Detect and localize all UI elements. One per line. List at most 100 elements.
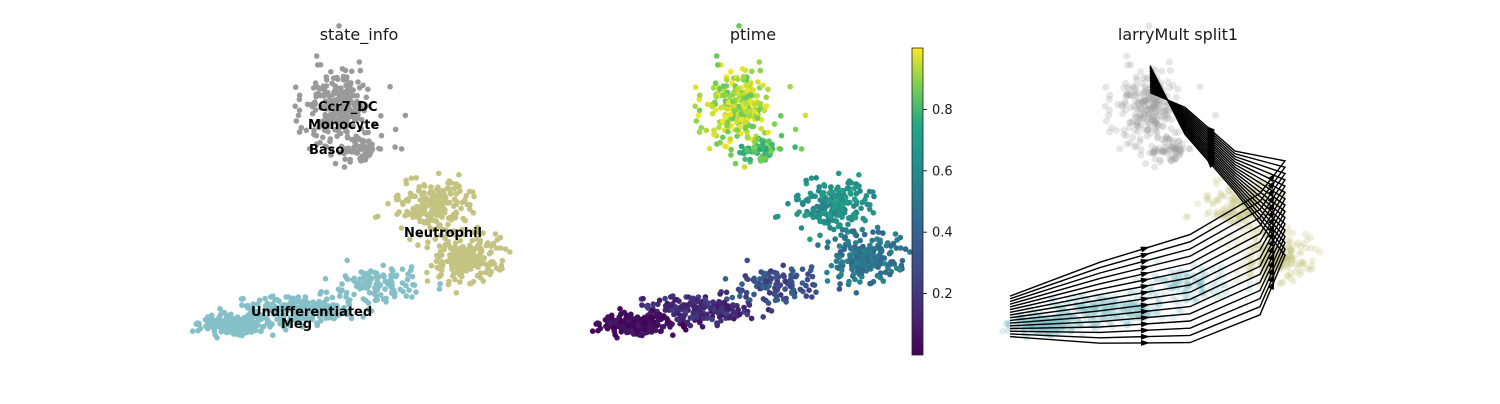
cell-point [1178, 140, 1186, 148]
cell-point [1143, 118, 1151, 126]
cell-point [322, 114, 329, 120]
cell-point [704, 101, 711, 108]
cell-point [1145, 22, 1153, 30]
cell-point [1141, 82, 1149, 90]
cell-point [343, 294, 349, 300]
cell-point [356, 59, 363, 65]
cell-point [736, 103, 742, 110]
cell-point [704, 315, 710, 322]
cell-point [1169, 137, 1177, 145]
cell-point [721, 299, 727, 306]
cell-point [478, 254, 484, 261]
cell-point [294, 313, 300, 320]
cell-point [1125, 123, 1133, 131]
cell-point [892, 231, 899, 237]
cell-point [1161, 116, 1169, 123]
cell-point [1145, 102, 1153, 110]
cell-point [322, 143, 328, 149]
cell-point [344, 276, 350, 282]
cell-point [1287, 260, 1295, 268]
cell-point [771, 269, 778, 276]
cell-point [869, 237, 875, 244]
cell-point [344, 135, 351, 141]
cell-point [447, 189, 454, 196]
cell-point [669, 307, 675, 314]
colorbar-ticks: 0.2 0.4 0.6 0.8 [923, 103, 953, 302]
cell-point [360, 140, 366, 146]
cell-point [760, 82, 766, 89]
cell-point [1297, 268, 1305, 276]
cell-point [1154, 121, 1162, 129]
cell-point [1156, 97, 1164, 105]
cell-point [254, 301, 261, 308]
cell-point [434, 252, 440, 259]
cell-point [871, 193, 877, 200]
cell-point [617, 306, 623, 312]
cell-point [701, 304, 708, 311]
cell-point [1174, 128, 1182, 136]
cell-point [1135, 123, 1143, 130]
cell-point [296, 92, 303, 99]
cell-point [453, 290, 460, 296]
cell-point [334, 127, 340, 133]
cell-point [1306, 234, 1314, 241]
cell-point [1152, 108, 1160, 116]
cell-point [870, 229, 876, 235]
cell-point [751, 291, 757, 298]
cell-point [323, 106, 330, 112]
cell-point [867, 202, 873, 208]
streamline-arrow [1140, 339, 1150, 346]
cell-point [1122, 79, 1130, 87]
cell-point [695, 112, 702, 119]
cell-point [373, 293, 380, 299]
cell-point [328, 152, 334, 158]
cell-point [424, 269, 430, 276]
cell-point [1174, 149, 1182, 157]
cell-point [335, 76, 341, 83]
cell-point [749, 68, 755, 75]
cell-point [459, 226, 466, 233]
colorbar [911, 47, 924, 356]
cell-point [382, 286, 388, 292]
cell-point [1175, 137, 1183, 145]
cell-point [1145, 95, 1153, 102]
cell-point [446, 178, 453, 184]
cell-point [1155, 112, 1163, 120]
cell-point [1130, 102, 1138, 110]
cell-point [755, 100, 762, 107]
cell-point [887, 271, 893, 278]
cell-point [1131, 97, 1139, 105]
cell-point [346, 113, 353, 119]
cell-point [1137, 111, 1144, 118]
cell-point [453, 198, 460, 205]
cluster-label-meg: Meg [281, 317, 312, 332]
cell-point [1107, 124, 1115, 132]
cell-point [1151, 100, 1159, 108]
cell-point [1171, 154, 1179, 162]
cell-point [1214, 197, 1222, 205]
cell-point [712, 80, 719, 86]
cell-point [1127, 119, 1135, 127]
cell-point [1105, 111, 1112, 119]
cell-point [304, 101, 311, 108]
cell-point [382, 278, 389, 285]
cell-point [813, 175, 819, 181]
cell-point [1149, 101, 1157, 108]
cell-point [1285, 228, 1292, 236]
cell-point [1145, 96, 1153, 104]
cell-point [317, 291, 323, 297]
cell-point [245, 305, 251, 311]
cell-point [760, 296, 767, 302]
cell-point [902, 246, 909, 252]
cell-point [1140, 97, 1148, 105]
cell-point [828, 184, 834, 190]
cell-point [838, 232, 844, 238]
cell-point [742, 119, 749, 125]
cell-point [807, 236, 813, 243]
cell-point [1142, 106, 1150, 114]
cell-point [858, 269, 865, 276]
panel-title-larrymult: larryMult split1 [1118, 25, 1238, 44]
cell-point [751, 278, 758, 285]
cell-point [834, 252, 840, 259]
cell-point [1316, 248, 1324, 256]
